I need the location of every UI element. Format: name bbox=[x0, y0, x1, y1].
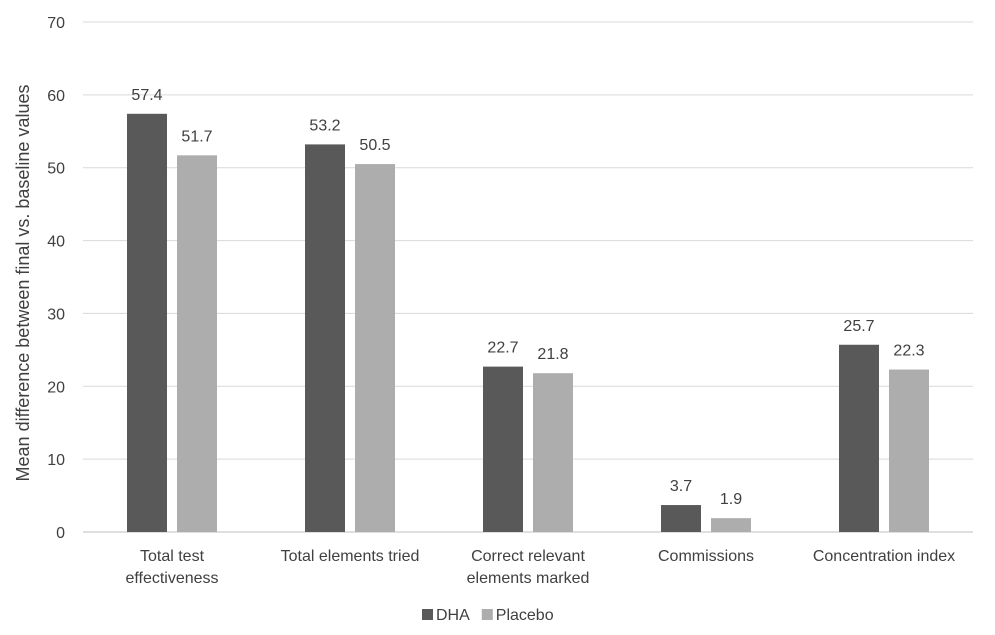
x-category-label: Correct relevant bbox=[471, 548, 585, 565]
bar-dha bbox=[127, 113, 167, 533]
data-label: 50.5 bbox=[359, 137, 390, 154]
y-tick-label: 70 bbox=[47, 15, 65, 32]
bar-placebo bbox=[533, 373, 573, 532]
data-label: 53.2 bbox=[309, 117, 340, 134]
y-axis-ticks: 0 10 20 30 40 50 60 70 bbox=[47, 15, 65, 542]
x-category-label: Concentration index bbox=[813, 548, 955, 565]
y-tick-label: 20 bbox=[47, 379, 65, 396]
x-category-label: effectiveness bbox=[125, 570, 218, 587]
y-tick-label: 60 bbox=[47, 88, 65, 105]
gridlines bbox=[83, 21, 973, 533]
legend-label: DHA bbox=[436, 607, 470, 624]
y-tick-label: 30 bbox=[47, 306, 65, 323]
bar-dha bbox=[839, 344, 879, 532]
legend: DHA Placebo bbox=[422, 607, 554, 624]
legend-label: Placebo bbox=[496, 607, 554, 624]
data-label: 51.7 bbox=[181, 128, 212, 145]
data-labels: 57.4 51.7 53.2 50.5 22.7 21.8 3.7 1.9 25.7 22.3 bbox=[131, 87, 924, 508]
bar-placebo bbox=[355, 164, 395, 533]
x-axis-category-labels: Total test effectiveness Total elements tr… bbox=[125, 548, 955, 587]
legend-swatch-placebo bbox=[481, 609, 493, 620]
y-tick-label: 40 bbox=[47, 234, 65, 251]
bars bbox=[127, 113, 929, 533]
data-label: 21.8 bbox=[537, 346, 568, 363]
y-tick-label: 50 bbox=[47, 161, 65, 178]
y-tick-label: 0 bbox=[56, 525, 65, 542]
data-label: 3.7 bbox=[670, 478, 692, 495]
data-label: 1.9 bbox=[720, 491, 742, 508]
bar-dha bbox=[305, 144, 345, 532]
x-category-label: elements marked bbox=[467, 570, 590, 587]
x-category-label: Total elements tried bbox=[281, 548, 420, 565]
bar-dha bbox=[661, 505, 701, 532]
data-label: 57.4 bbox=[131, 87, 162, 104]
data-label: 22.3 bbox=[893, 343, 924, 360]
y-axis-title: Mean difference between final vs. baseli… bbox=[13, 85, 33, 482]
bar-placebo bbox=[177, 155, 217, 533]
x-category-label: Total test bbox=[140, 548, 205, 565]
data-label: 22.7 bbox=[487, 340, 518, 357]
bar-placebo bbox=[889, 369, 929, 532]
data-label: 25.7 bbox=[843, 318, 874, 335]
y-tick-label: 10 bbox=[47, 452, 65, 469]
bar-dha bbox=[483, 366, 523, 532]
x-category-label: Commissions bbox=[658, 548, 754, 565]
bar-placebo bbox=[711, 518, 751, 532]
legend-swatch-dha bbox=[422, 609, 433, 620]
